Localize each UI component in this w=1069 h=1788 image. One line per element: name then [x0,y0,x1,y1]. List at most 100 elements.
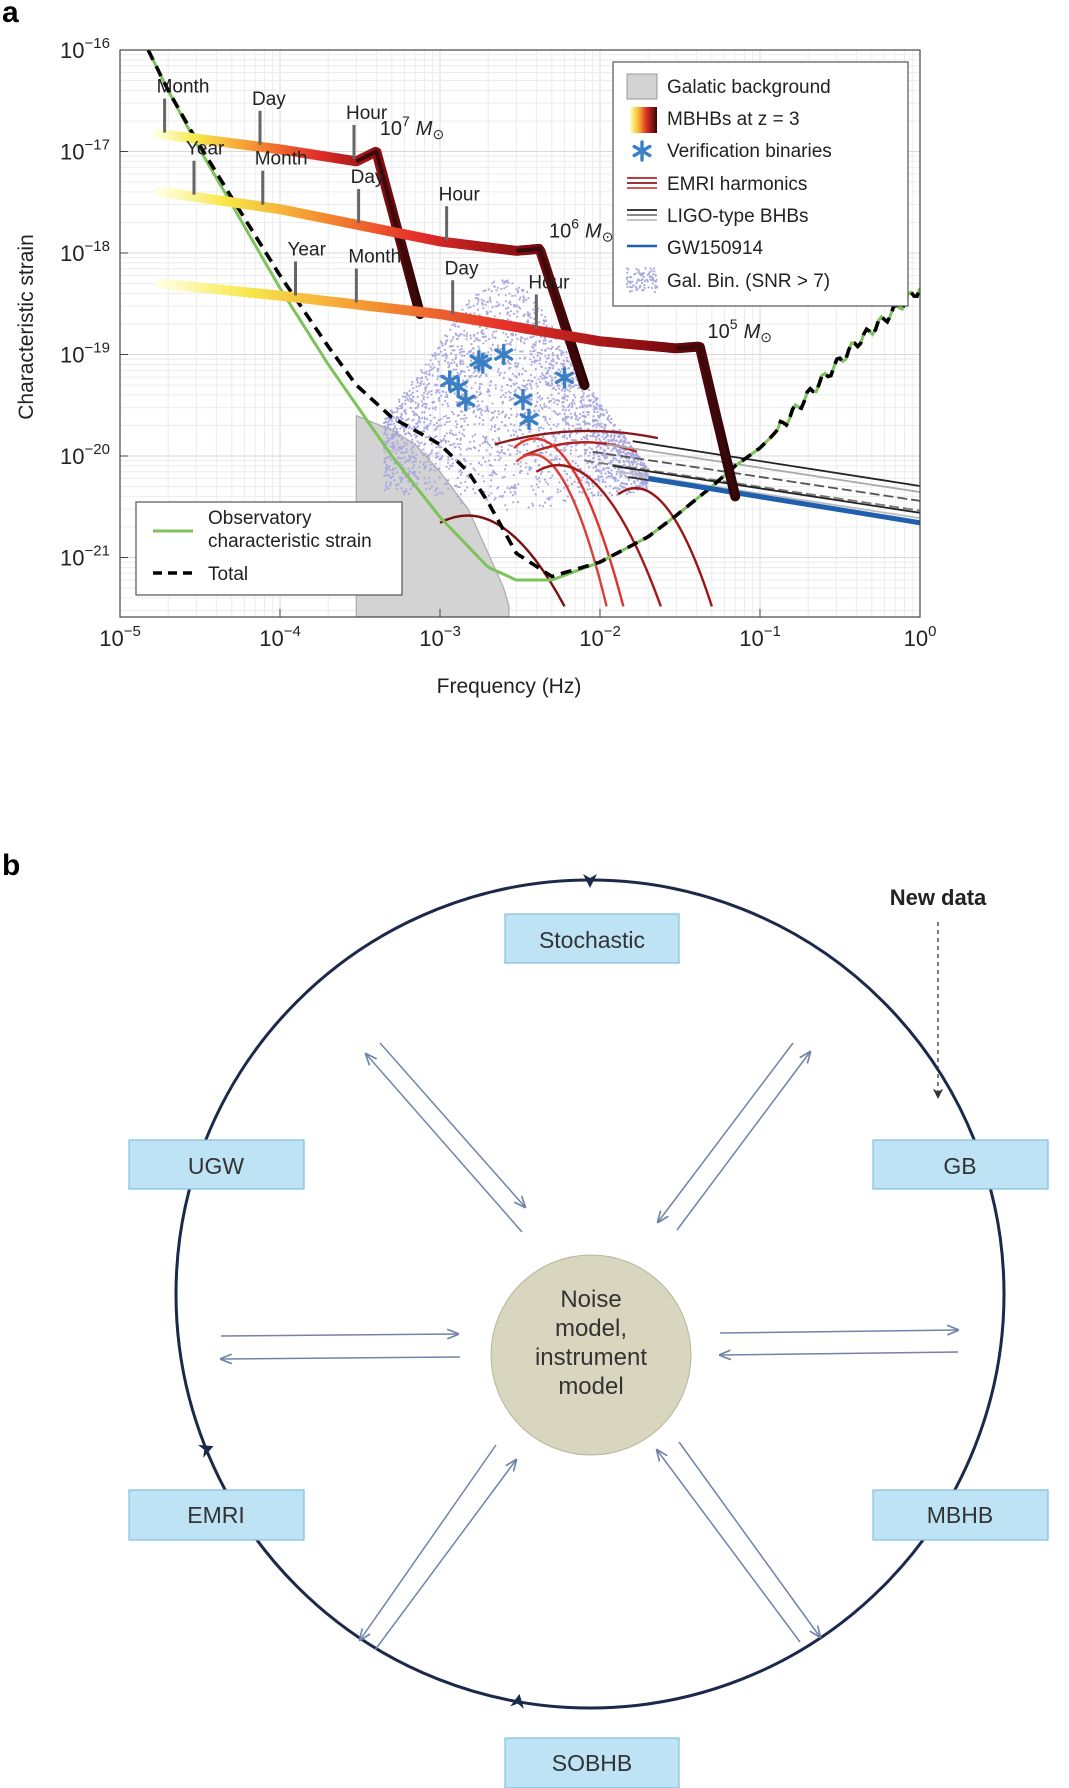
gal-bin-dot [561,417,565,420]
gal-bin-dot [566,495,570,498]
gal-bin-dot [582,406,585,409]
gal-bin-dot [389,445,392,448]
gal-bin-dot [400,438,403,441]
gal-bin-dot [409,488,412,491]
gal-bin-dot [451,488,455,491]
gal-bin-dot [600,407,603,410]
legend-main: Galatic background MBHBs at z = 3 Verifi… [612,61,909,307]
gal-bin-dot [386,468,389,471]
y-tick-label: 10−21 [60,543,110,571]
gal-bin-dot [410,383,413,386]
gal-bin-dot [408,455,411,458]
gal-bin-dot [459,469,462,472]
y-axis-label: Characteristic strain [15,234,38,420]
gal-bin-dot [579,406,582,409]
gal-bin-dot [612,459,615,462]
gal-bin-dot [567,385,570,388]
gal-bin-dot [460,347,463,350]
gal-bin-dot [504,504,507,507]
gal-bin-dot [494,305,498,308]
gal-bin-dot [460,333,463,336]
gal-bin-dot [578,427,581,430]
gal-bin-dot [391,472,394,475]
gal-bin-dot [563,406,566,409]
gal-bin-dot [433,423,436,427]
gal-bin-dot [576,427,579,430]
gal-bin-dot [455,484,458,487]
gal-bin-dot [542,342,545,345]
gal-bin-dot [568,383,571,386]
gal-bin-dot [400,479,403,482]
gal-bin-dot [423,426,426,430]
gal-bin-dot [514,365,517,368]
gal-bin-dot [396,456,399,459]
gal-bin-dot [474,397,477,400]
gal-bin-dot [586,395,589,398]
gal-bin-dot [556,488,559,491]
gal-bin-dot [425,372,428,375]
gal-bin-dot [504,415,507,418]
gal-bin-dot [622,440,626,443]
gal-bin-dot [385,417,388,420]
gal-bin-dot [429,368,432,371]
gal-bin-dot [451,465,454,468]
gal-bin-dot [602,413,606,416]
gal-bin-dot [484,460,487,463]
legend-item-observatory-line2: characteristic strain [208,531,372,552]
gal-bin-dot [444,441,447,444]
gal-bin-dot [545,324,548,328]
gal-bin-dot [620,440,623,443]
gal-bin-dot [497,368,500,371]
gal-bin-dot [544,355,547,358]
gal-bin-dot [407,467,410,470]
gal-bin-dot [536,385,539,388]
gal-bin-dot [458,470,461,473]
gal-bin-dot [429,467,432,470]
gal-bin-dot [635,465,638,468]
gal-bin-dot [420,441,423,444]
gal-bin-dot [491,336,494,339]
gal-bin-dot [465,303,468,307]
gal-bin-dot [461,370,464,373]
gal-bin-dot [411,438,414,441]
gal-bin-dot [481,303,484,306]
gal-bin-dot [465,338,468,341]
gal-bin-dot [613,476,616,479]
gal-bin-dot [549,399,553,402]
gal-bin-dot [558,412,561,415]
gal-bin-dot [504,396,507,399]
gal-bin-dot [606,434,610,437]
ligo-bhb-line [592,450,920,502]
gal-bin-dot [481,335,484,339]
gal-bin-dot [624,437,627,440]
gal-bin-dot [587,399,590,402]
gal-bin-dot [461,379,464,382]
gal-bin-dot [640,461,643,464]
gal-bin-dot [526,319,530,322]
gal-bin-dot [436,493,439,496]
gal-bin-dot [389,482,392,485]
gal-bin-dot [463,354,466,357]
gal-bin-dot [633,482,636,485]
gal-bin-dot [485,435,488,439]
gal-bin-dot [426,383,429,386]
gal-bin-dot [526,449,529,452]
gal-bin-dot [388,465,391,468]
gal-bin-dot [586,488,589,491]
gal-bin-dot [554,376,557,379]
gal-bin-dot [587,483,591,486]
gal-bin-dot [428,481,431,484]
gal-bin-dot [513,487,516,490]
gal-bin-dot [547,483,550,486]
gal-bin-dot [576,432,579,435]
gal-bin-dot [421,448,424,451]
gal-bin-dot [410,448,413,451]
gal-bin-dot [470,359,473,362]
gal-bin-dot [523,384,526,388]
mbhb-track-tail [355,149,422,315]
gal-bin-dot [469,462,472,465]
gal-bin-dot [448,467,451,470]
gal-bin-dot [543,403,546,406]
gal-bin-dot [551,346,554,349]
